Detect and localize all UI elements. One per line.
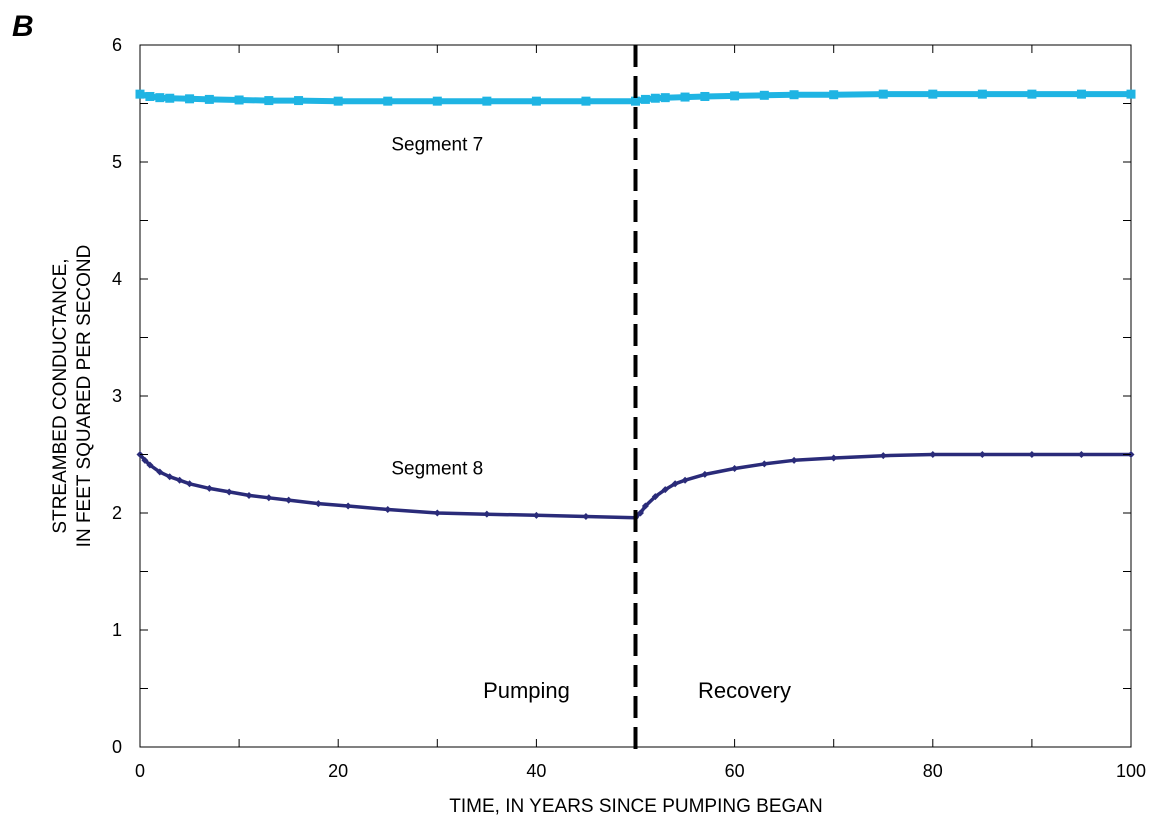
data-point-segment-8 xyxy=(344,502,352,510)
data-point-segment-8 xyxy=(1028,451,1036,458)
annotation-pumping: Pumping xyxy=(483,678,570,703)
series-group xyxy=(135,89,1136,522)
data-point-segment-8 xyxy=(1077,451,1085,458)
data-point-segment-8 xyxy=(176,476,184,484)
y-tick-label: 0 xyxy=(112,737,122,757)
data-point-segment-7 xyxy=(1027,89,1037,99)
x-tick-label: 0 xyxy=(135,761,145,781)
y-tick-label: 5 xyxy=(112,152,122,172)
data-point-segment-8 xyxy=(532,511,540,519)
data-point-segment-7 xyxy=(759,90,769,100)
data-point-segment-8 xyxy=(636,509,644,517)
ticks-group: 0 20 40 60 80 100 0 1 2 3 4 5 6 xyxy=(112,35,1146,781)
data-point-segment-8 xyxy=(265,494,273,502)
data-point-segment-8 xyxy=(760,460,768,468)
data-point-segment-7 xyxy=(700,91,710,101)
data-point-segment-7 xyxy=(155,93,165,103)
data-point-segment-7 xyxy=(660,93,670,103)
data-point-segment-8 xyxy=(146,461,154,469)
x-tick-label: 80 xyxy=(923,761,943,781)
y-tick-label: 4 xyxy=(112,269,122,289)
x-tick-label: 40 xyxy=(526,761,546,781)
data-point-segment-8 xyxy=(186,480,194,488)
data-point-segment-7 xyxy=(581,96,591,106)
y-tick-label: 1 xyxy=(112,620,122,640)
data-point-segment-7 xyxy=(432,96,442,106)
annotation-recovery: Recovery xyxy=(698,678,791,703)
y-axis-title: STREAMBED CONDUCTANCE, IN FEET SQUARED P… xyxy=(50,245,95,548)
x-tick-label: 100 xyxy=(1116,761,1146,781)
x-tick-label: 60 xyxy=(725,761,745,781)
data-point-segment-8 xyxy=(225,488,233,496)
data-point-segment-8 xyxy=(314,500,322,508)
data-point-segment-8 xyxy=(978,451,986,458)
data-point-segment-8 xyxy=(384,505,392,513)
data-point-segment-8 xyxy=(156,468,164,476)
data-point-segment-8 xyxy=(641,502,649,510)
x-tick-label: 20 xyxy=(328,761,348,781)
data-point-segment-7 xyxy=(531,96,541,106)
data-point-segment-7 xyxy=(730,91,740,101)
data-point-segment-7 xyxy=(145,91,155,101)
data-point-segment-8 xyxy=(790,456,798,464)
y-axis-title-line-2: IN FEET SQUARED PER SECOND xyxy=(74,245,95,548)
data-point-segment-8 xyxy=(205,484,213,492)
y-tick-label: 6 xyxy=(112,35,122,55)
data-point-segment-8 xyxy=(681,476,689,484)
data-point-segment-7 xyxy=(928,89,938,99)
data-point-segment-7 xyxy=(264,96,274,106)
data-point-segment-8 xyxy=(582,513,590,521)
data-point-segment-7 xyxy=(1076,89,1086,99)
data-point-segment-7 xyxy=(135,89,145,99)
data-point-segment-8 xyxy=(929,451,937,458)
data-point-segment-7 xyxy=(829,90,839,100)
data-point-segment-7 xyxy=(680,92,690,102)
data-point-segment-7 xyxy=(204,94,214,104)
data-point-segment-7 xyxy=(631,96,640,106)
data-point-segment-7 xyxy=(294,96,304,106)
data-point-segment-8 xyxy=(141,456,149,464)
data-point-segment-8 xyxy=(433,509,441,517)
data-point-segment-8 xyxy=(731,465,739,473)
data-point-segment-8 xyxy=(245,491,253,499)
annotation-segment-8: Segment 8 xyxy=(391,458,483,479)
data-point-segment-8 xyxy=(671,480,679,488)
data-point-segment-8 xyxy=(285,496,293,504)
data-point-segment-7 xyxy=(185,94,195,104)
annotations-group: Segment 7 Segment 8 Pumping Recovery xyxy=(391,134,791,703)
data-point-segment-7 xyxy=(640,94,650,104)
y-axis-title-line-1: STREAMBED CONDUCTANCE, xyxy=(50,258,71,533)
data-point-segment-8 xyxy=(661,486,669,494)
panel-label: B xyxy=(12,10,34,43)
data-point-segment-7 xyxy=(789,90,799,100)
x-axis-title: TIME, IN YEARS SINCE PUMPING BEGAN xyxy=(449,796,822,817)
data-point-segment-7 xyxy=(878,89,888,99)
annotation-segment-7: Segment 7 xyxy=(391,134,483,155)
data-point-segment-8 xyxy=(830,454,838,462)
data-point-segment-7 xyxy=(977,89,987,99)
data-point-segment-8 xyxy=(651,493,659,501)
y-tick-label: 2 xyxy=(112,503,122,523)
data-point-segment-7 xyxy=(165,93,175,103)
data-point-segment-7 xyxy=(333,96,343,106)
data-point-segment-8 xyxy=(483,510,491,518)
data-point-segment-8 xyxy=(879,452,887,460)
data-point-segment-7 xyxy=(482,96,492,106)
data-point-segment-7 xyxy=(234,95,244,105)
y-tick-label: 3 xyxy=(112,386,122,406)
data-point-segment-8 xyxy=(166,473,174,481)
data-point-segment-7 xyxy=(650,93,660,103)
data-point-segment-8 xyxy=(701,470,709,478)
data-point-segment-7 xyxy=(1126,89,1136,99)
data-point-segment-7 xyxy=(383,96,393,106)
